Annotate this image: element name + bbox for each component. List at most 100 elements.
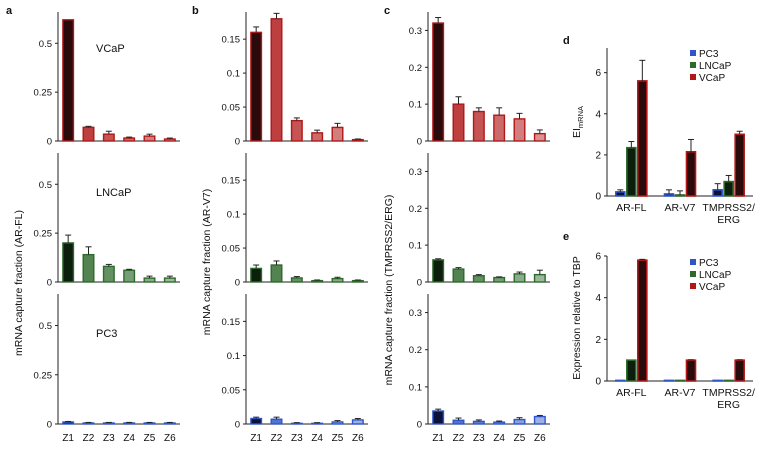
y-tick-label: 0.1: [409, 382, 422, 393]
bar-z2: [270, 264, 283, 283]
panel-letter-e: e: [563, 231, 569, 243]
bar-pc3: [712, 189, 723, 197]
y-tick-label: 2: [595, 150, 601, 161]
x-tick-label: TMPRSS2/: [702, 202, 755, 214]
bar-z2: [452, 103, 465, 142]
bar-z6: [163, 138, 176, 142]
y-tick-label: 0.05: [222, 244, 241, 255]
x-tick-label: Z3: [473, 433, 485, 444]
bar-z1: [250, 417, 263, 425]
bar-pc3: [712, 379, 723, 382]
bar-z1: [432, 259, 445, 283]
bar-z4: [123, 137, 136, 142]
x-tick-label: Z5: [332, 433, 344, 444]
bar-z4: [123, 269, 136, 283]
legend-label-pc3: PC3: [699, 49, 719, 60]
x-tick-label: Z6: [534, 433, 546, 444]
bar-lncap: [626, 146, 637, 197]
x-tick-label: Z3: [103, 433, 115, 444]
x-tick-label: Z1: [250, 433, 262, 444]
bar-z1: [432, 410, 445, 425]
bar-z6: [163, 277, 176, 283]
bar-z2: [82, 253, 95, 283]
y-tick-label: 0.2: [409, 204, 422, 215]
bar-z2: [82, 126, 95, 142]
bar-z5: [331, 277, 344, 283]
bar-z2: [452, 268, 465, 283]
bar-z1: [62, 19, 75, 142]
panel-b-vcap: 0 0.05 0.1 0.15: [222, 12, 368, 148]
y-tick-label: 0: [417, 278, 422, 289]
y-tick-label: 0.5: [39, 321, 52, 332]
y-tick-label: 0.05: [222, 103, 241, 114]
panel-a-pc3: 0 0.25 0.5 PC3: [34, 294, 180, 431]
bar-vcap: [734, 133, 745, 197]
y-tick-label: 6: [595, 68, 601, 79]
x-tick-label: AR-FL: [616, 387, 646, 399]
legend-label-lncap: LNCaP: [699, 270, 732, 281]
x-tick-label: AR-FL: [616, 202, 646, 214]
bar-vcap: [734, 359, 745, 382]
bar-z6: [351, 279, 364, 283]
x-tick-label: TMPRSS2/: [702, 387, 755, 399]
y-tick-label: 0.1: [227, 351, 240, 362]
bar-z5: [513, 273, 526, 283]
y-tick-label: 0: [595, 192, 601, 203]
y-tick-label: 0: [595, 377, 601, 388]
legend-swatch-vcap: [690, 283, 696, 289]
y-tick-label: 0.1: [409, 241, 422, 252]
y-tick-label: 0: [47, 278, 52, 289]
y-tick-label: 0.25: [34, 88, 53, 99]
bar-z6: [163, 422, 176, 425]
bar-z6: [533, 273, 546, 283]
bar-z4: [493, 276, 506, 283]
y-tick-label: 0: [47, 420, 52, 431]
bar-z2: [270, 418, 283, 425]
bar-z3: [102, 265, 115, 283]
y-tick-label: 4: [595, 109, 601, 120]
bar-z1: [250, 31, 263, 142]
y-tick-label: 0.1: [227, 69, 240, 80]
bar-z2: [82, 422, 95, 425]
y-axis-label: mRNA capture fraction (AR-V7): [201, 189, 213, 335]
bar-z3: [102, 422, 115, 425]
panel-a-vcap: 0 0.25 0.5 VCaP: [34, 12, 180, 148]
x-tick-label: Z2: [271, 433, 283, 444]
bar-z4: [493, 114, 506, 142]
y-tick-label: 0.1: [409, 100, 422, 111]
bar-vcap: [685, 151, 697, 197]
y-tick-label: 0.05: [222, 385, 241, 396]
bar-z5: [331, 126, 344, 142]
panel-label-pc3: PC3: [96, 328, 117, 340]
panel-label-vcap: VCaP: [96, 43, 125, 55]
bar-z4: [311, 422, 324, 425]
y-tick-label: 0.5: [39, 180, 52, 191]
x-tick-label: Z5: [144, 433, 156, 444]
bar-lncap: [723, 180, 734, 197]
y-tick-label: 0.5: [39, 39, 52, 50]
x-tick-label: Z1: [432, 433, 444, 444]
y-axis-label: EImRNA: [571, 106, 585, 138]
y-tick-label: 0: [235, 278, 240, 289]
y-axis-label: Expression relative to TBP: [571, 256, 583, 380]
y-tick-label: 0.2: [409, 63, 422, 74]
bar-pc3: [615, 379, 626, 382]
chart-c: 0 0.1 0.2 0.3 0 0.1 0.2 0.3 0 0.1 0.2 0.3 Z1 Z2 Z3 Z4 Z5…: [383, 12, 550, 444]
panel-letters: a b c d e: [6, 5, 570, 243]
y-tick-label: 0: [417, 420, 422, 431]
y-tick-label: 2: [595, 335, 601, 346]
bar-lncap: [674, 379, 686, 382]
legend-label-lncap: LNCaP: [699, 61, 732, 72]
panel-a-lncap: 0 0.25 0.5 LNCaP: [34, 153, 180, 289]
y-tick-label: 0.2: [409, 345, 422, 356]
panel-b-lncap: 0 0.05 0.1 0.15: [222, 153, 368, 289]
x-tick-label: ERG: [717, 399, 740, 411]
bar-z5: [331, 421, 344, 425]
bar-z4: [493, 421, 506, 425]
legend-swatch-pc3: [690, 259, 696, 265]
legend-swatch-lncap: [690, 62, 696, 68]
y-tick-label: 0.25: [34, 370, 53, 381]
